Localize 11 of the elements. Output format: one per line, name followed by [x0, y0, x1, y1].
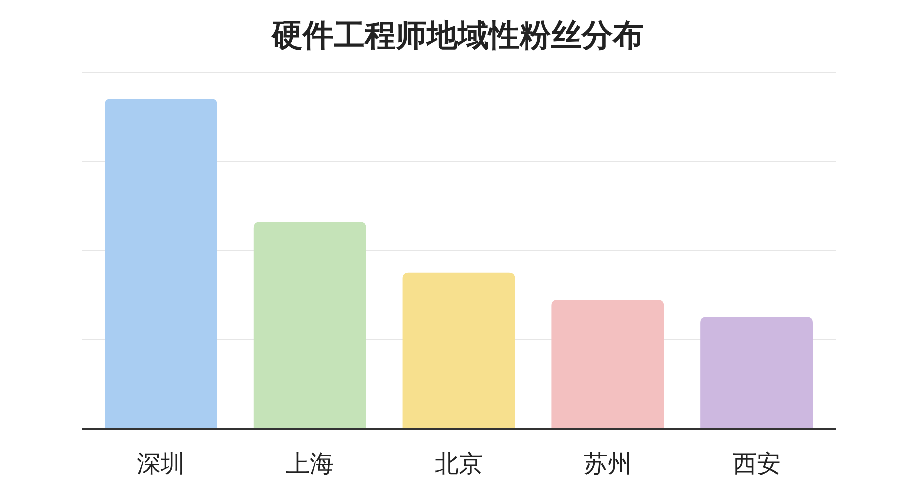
bar: [105, 99, 218, 429]
bar: [552, 300, 664, 429]
x-tick-label: 北京: [435, 450, 483, 478]
x-tick-label: 深圳: [137, 450, 186, 478]
x-tick-label: 上海: [286, 450, 334, 478]
x-tick-label: 苏州: [584, 450, 632, 478]
bar: [700, 317, 813, 429]
chart-title: 硬件工程师地域性粉丝分布: [271, 18, 644, 54]
bar: [402, 272, 516, 429]
x-tick-label: 西安: [732, 450, 781, 478]
bar: [254, 222, 366, 429]
